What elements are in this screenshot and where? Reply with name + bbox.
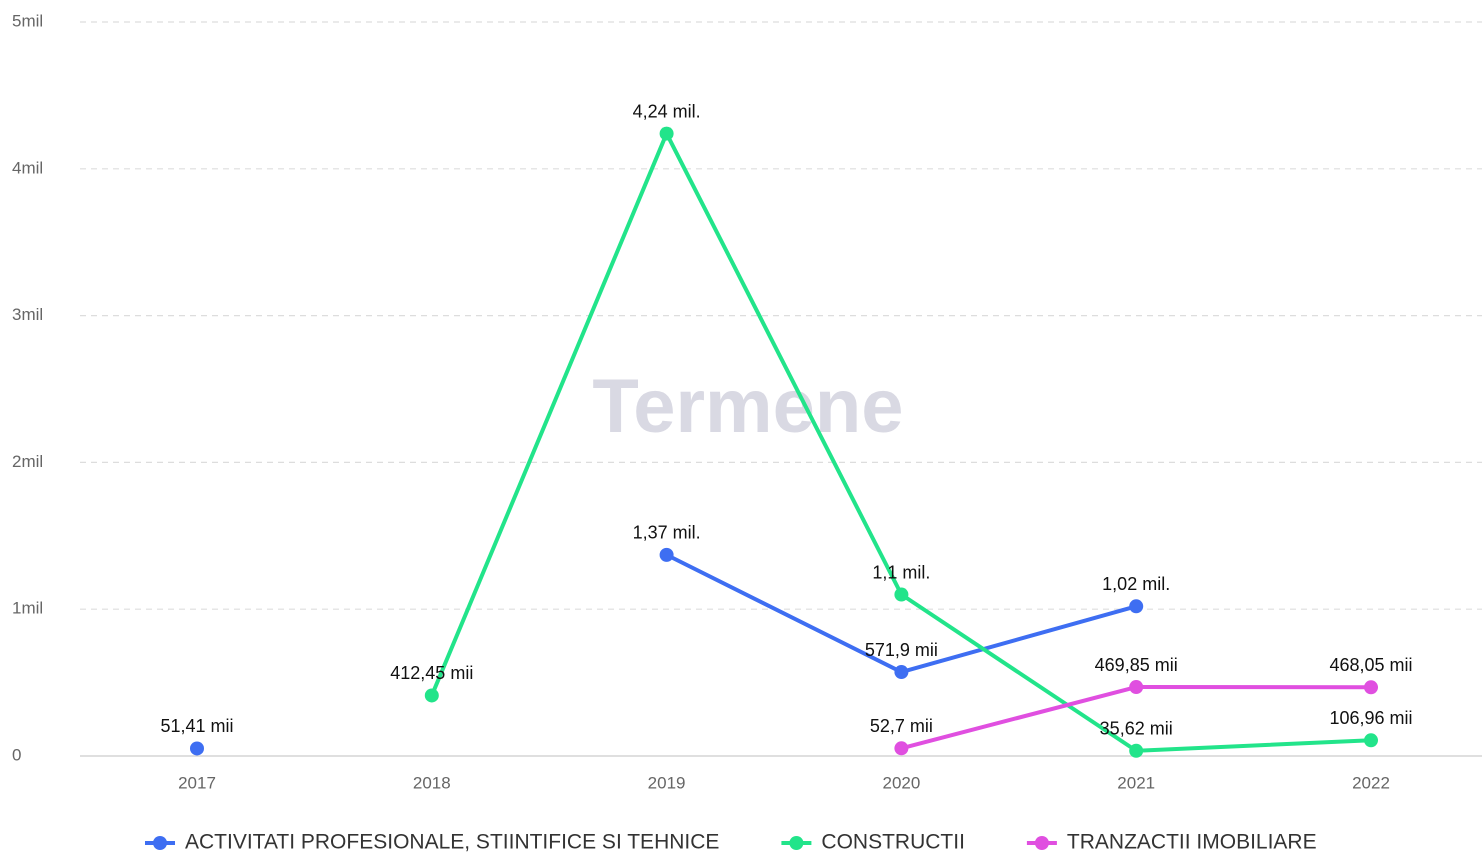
y-tick-label: 2mil bbox=[12, 452, 43, 471]
legend-label: TRANZACTII IMOBILIARE bbox=[1067, 831, 1317, 854]
y-tick-label: 0 bbox=[12, 745, 21, 764]
point bbox=[190, 741, 204, 756]
point bbox=[1364, 733, 1378, 748]
value-label: 1,37 mil. bbox=[633, 523, 701, 543]
y-tick-label: 3mil bbox=[12, 305, 43, 324]
point bbox=[1129, 599, 1144, 614]
point bbox=[1364, 680, 1378, 695]
x-tick-label: 2020 bbox=[882, 773, 920, 792]
x-tick-label: 2017 bbox=[178, 773, 216, 792]
value-label: 35,62 mii bbox=[1100, 719, 1173, 739]
point bbox=[894, 741, 909, 756]
watermark: Termene bbox=[592, 364, 903, 449]
value-label: 51,41 mii bbox=[160, 716, 233, 736]
y-tick-label: 5mil bbox=[12, 11, 43, 30]
legend-dot bbox=[1034, 836, 1049, 850]
legend-label: ACTIVITATI PROFESIONALE, STIINTIFICE SI … bbox=[185, 831, 719, 854]
point bbox=[659, 126, 674, 141]
y-tick-label: 4mil bbox=[12, 158, 43, 177]
value-label: 469,85 mii bbox=[1095, 655, 1178, 675]
x-tick-label: 2021 bbox=[1117, 773, 1155, 792]
legend-dot bbox=[153, 836, 167, 850]
value-label: 106,96 mii bbox=[1329, 708, 1412, 728]
y-tick-label: 1mil bbox=[12, 599, 43, 618]
value-label: 412,45 mii bbox=[390, 663, 473, 683]
x-tick-label: 2022 bbox=[1352, 773, 1390, 792]
value-label: 1,1 mil. bbox=[872, 562, 930, 582]
point bbox=[424, 688, 439, 703]
point bbox=[894, 587, 909, 602]
point bbox=[894, 665, 909, 680]
value-label: 1,02 mil. bbox=[1102, 574, 1170, 594]
x-tick-label: 2019 bbox=[648, 773, 686, 792]
point bbox=[1129, 680, 1144, 695]
x-tick-label: 2018 bbox=[413, 773, 451, 792]
point bbox=[659, 547, 674, 562]
value-label: 571,9 mii bbox=[865, 640, 938, 660]
point bbox=[1129, 743, 1144, 758]
value-label: 468,05 mii bbox=[1329, 655, 1412, 675]
legend-dot bbox=[789, 836, 804, 850]
value-label: 4,24 mil. bbox=[633, 101, 701, 121]
value-label: 52,7 mii bbox=[870, 716, 933, 736]
legend-label: CONSTRUCTII bbox=[821, 831, 965, 854]
